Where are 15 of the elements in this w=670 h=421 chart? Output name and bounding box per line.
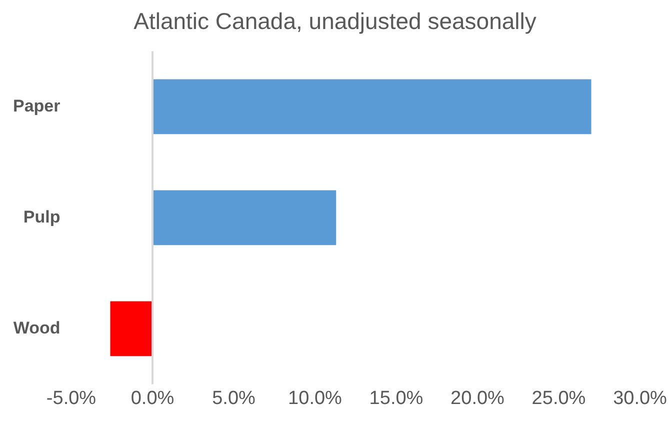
chart-title: Atlantic Canada, unadjusted seasonally <box>132 8 538 36</box>
y-tick-label: Wood <box>13 318 60 338</box>
bar <box>152 79 592 134</box>
x-tick-label: 25.0% <box>532 388 586 409</box>
x-tick-label: 5.0% <box>212 388 256 409</box>
y-tick-label: Paper <box>13 96 61 116</box>
y-tick-label: Pulp <box>23 207 60 226</box>
x-tick-label: -5.0% <box>46 388 96 409</box>
x-tick-label: 0.0% <box>130 388 174 409</box>
x-tick-label: 30.0% <box>613 388 668 409</box>
x-tick-label: 10.0% <box>288 388 342 409</box>
bar <box>110 301 152 356</box>
x-tick-label: 20.0% <box>450 388 505 409</box>
bar <box>152 190 336 246</box>
x-tick-label: 15.0% <box>369 388 424 409</box>
